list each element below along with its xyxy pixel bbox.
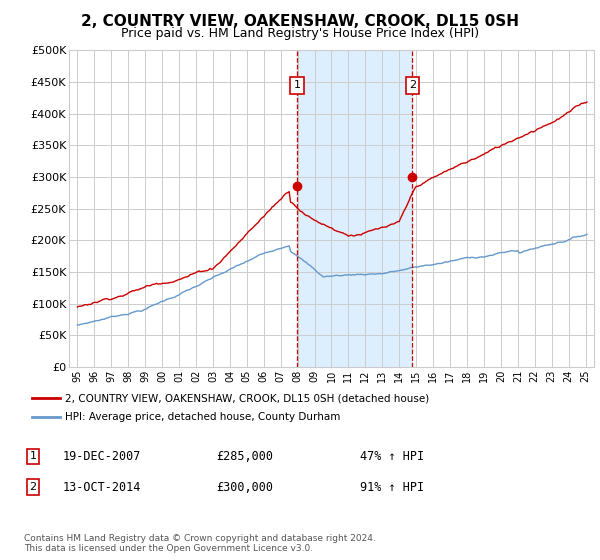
Text: 1: 1 — [29, 451, 37, 461]
Text: 1: 1 — [293, 80, 301, 90]
Text: 47% ↑ HPI: 47% ↑ HPI — [360, 450, 424, 463]
Text: 2: 2 — [29, 482, 37, 492]
Text: 2, COUNTRY VIEW, OAKENSHAW, CROOK, DL15 0SH: 2, COUNTRY VIEW, OAKENSHAW, CROOK, DL15 … — [81, 14, 519, 29]
Text: HPI: Average price, detached house, County Durham: HPI: Average price, detached house, Coun… — [65, 412, 341, 422]
Text: 2: 2 — [409, 80, 416, 90]
Bar — [297, 50, 412, 367]
Text: 2, COUNTRY VIEW, OAKENSHAW, CROOK, DL15 0SH (detached house): 2, COUNTRY VIEW, OAKENSHAW, CROOK, DL15 … — [65, 393, 430, 403]
Text: 13-OCT-2014: 13-OCT-2014 — [63, 480, 142, 494]
Text: Price paid vs. HM Land Registry's House Price Index (HPI): Price paid vs. HM Land Registry's House … — [121, 27, 479, 40]
Text: Contains HM Land Registry data © Crown copyright and database right 2024.
This d: Contains HM Land Registry data © Crown c… — [24, 534, 376, 553]
Text: 19-DEC-2007: 19-DEC-2007 — [63, 450, 142, 463]
Text: £285,000: £285,000 — [216, 450, 273, 463]
Text: £300,000: £300,000 — [216, 480, 273, 494]
Text: 91% ↑ HPI: 91% ↑ HPI — [360, 480, 424, 494]
